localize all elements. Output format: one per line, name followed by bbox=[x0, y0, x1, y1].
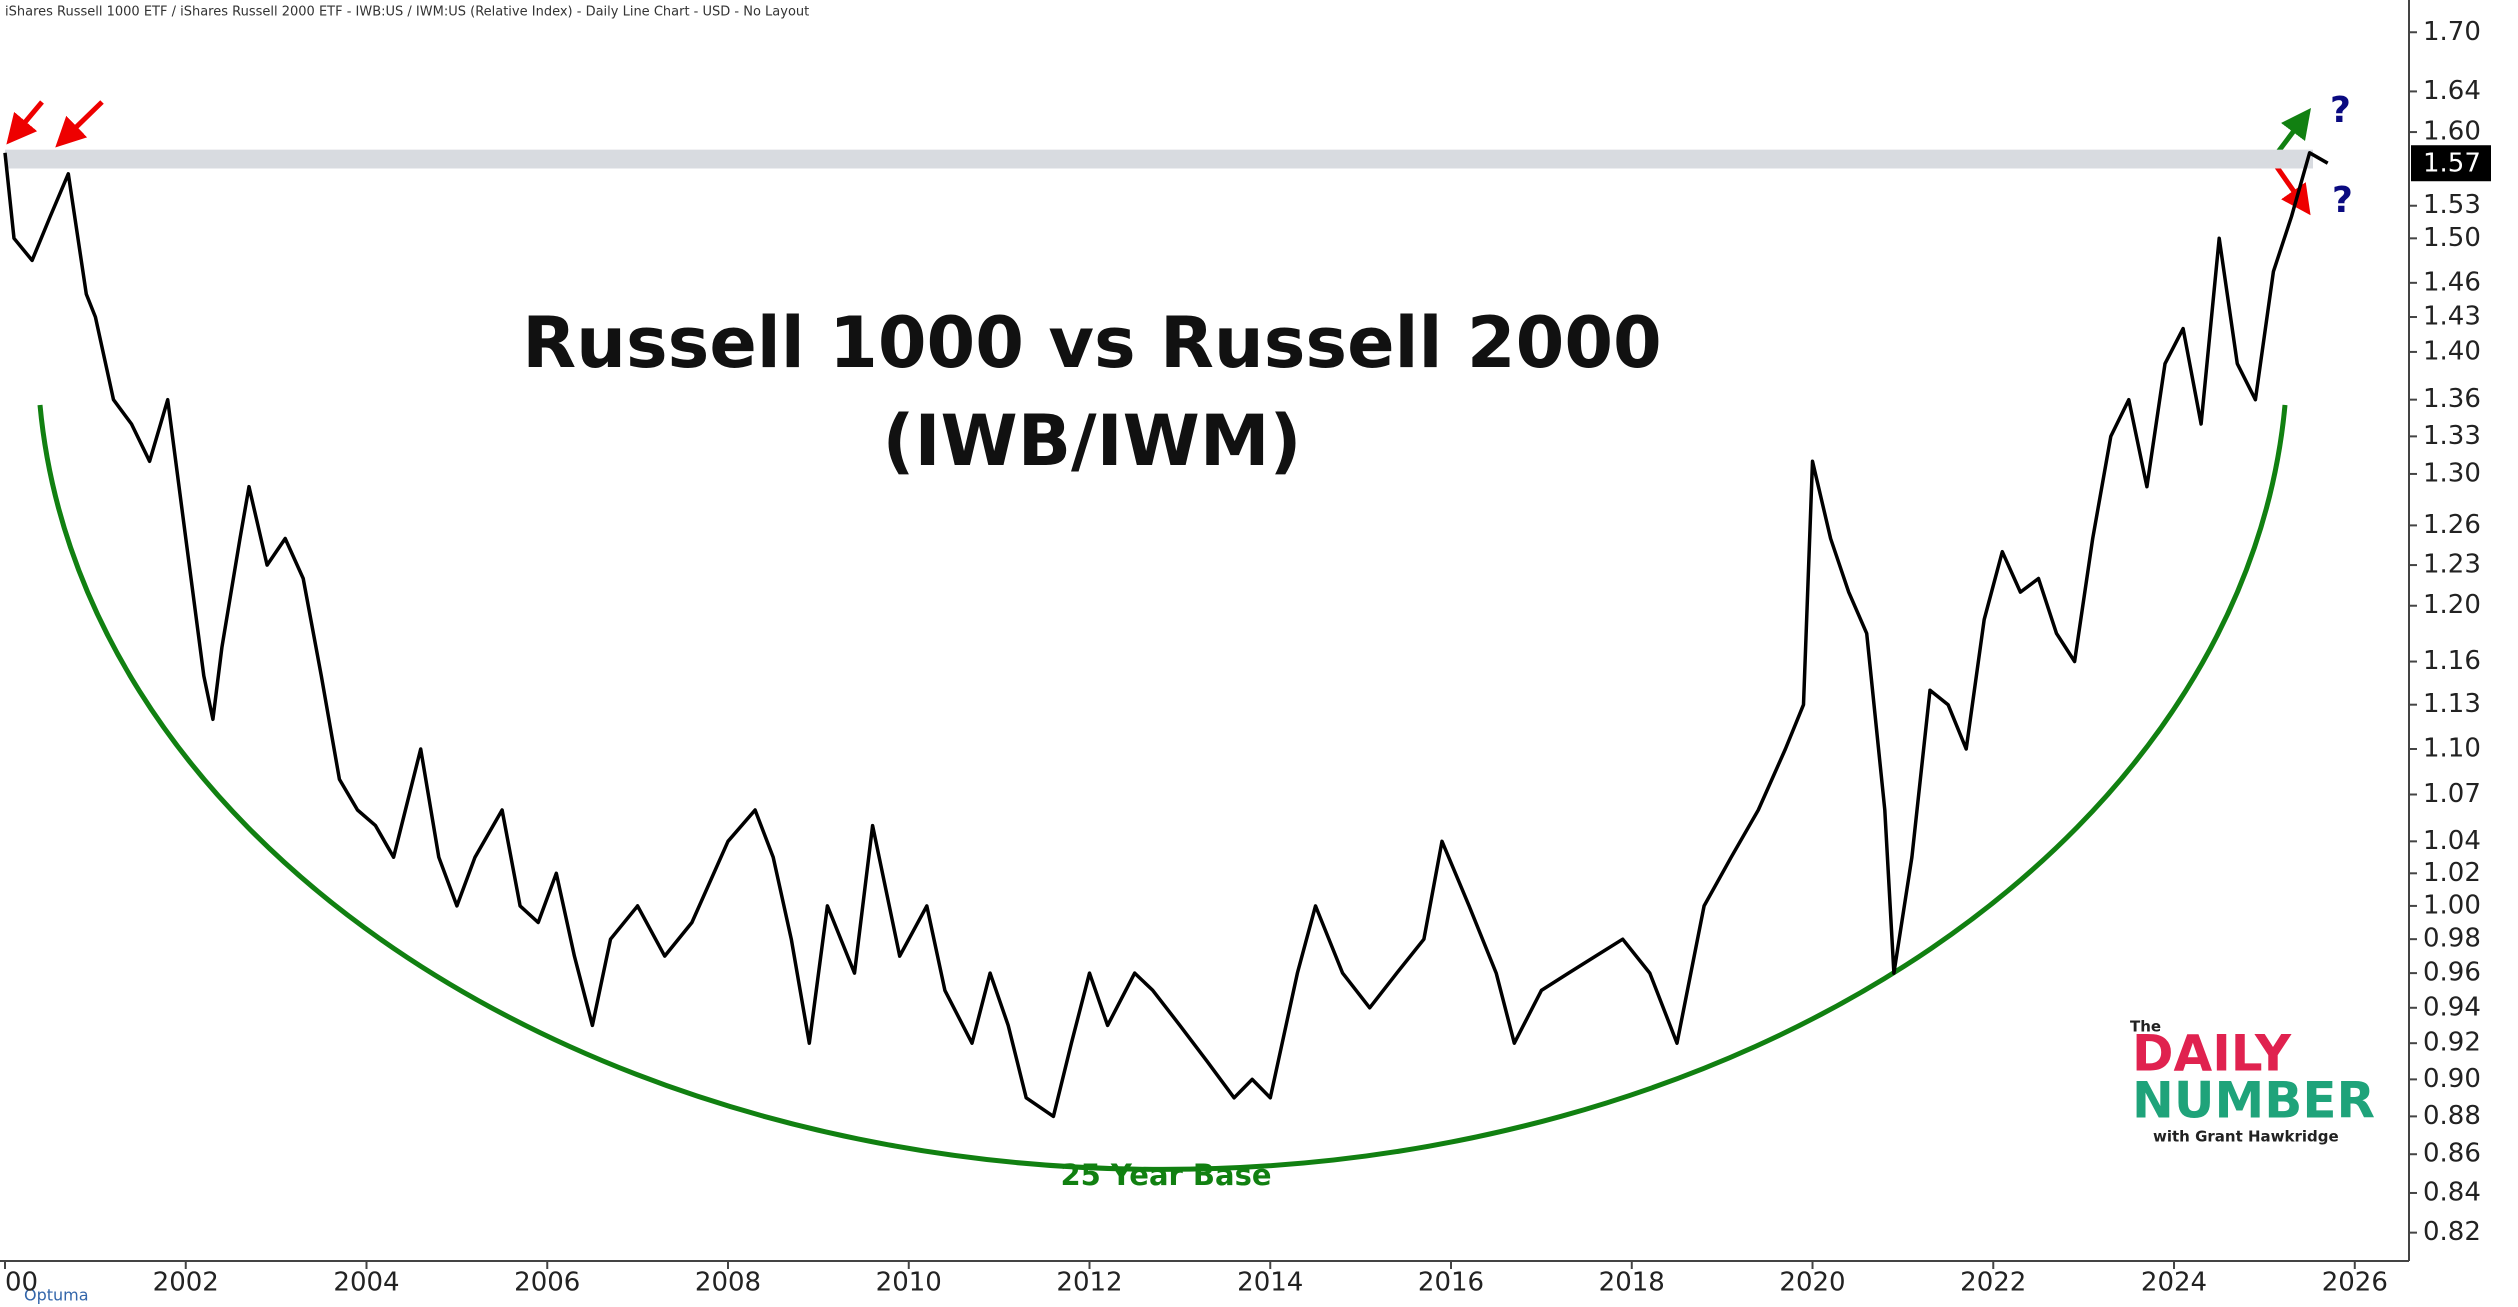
x-tick-label: 2014 bbox=[1237, 1268, 1303, 1298]
x-tick-label: 00 bbox=[5, 1268, 38, 1298]
base-arc bbox=[37, 404, 2288, 1172]
y-tick-label: 0.88 bbox=[2423, 1101, 2481, 1131]
y-tick-label: 1.13 bbox=[2423, 689, 2481, 719]
y-tick-label: 1.20 bbox=[2423, 590, 2481, 620]
y-tick-label: 1.53 bbox=[2423, 190, 2481, 220]
annotation: 25 Year Base bbox=[1060, 1158, 1271, 1192]
y-tick-label: 0.86 bbox=[2423, 1139, 2481, 1169]
x-tick-label: 2020 bbox=[1779, 1268, 1845, 1298]
logo-text: The bbox=[2130, 1018, 2161, 1036]
arrow bbox=[6, 100, 44, 145]
y-tick-label: 1.02 bbox=[2423, 858, 2481, 888]
y-tick-label: 0.84 bbox=[2423, 1177, 2481, 1207]
x-tick-label: 2024 bbox=[2141, 1268, 2207, 1298]
chart-title: Russell 1000 vs Russell 2000 bbox=[522, 302, 1661, 384]
resistance-band bbox=[5, 149, 2313, 169]
y-tick-label: 1.00 bbox=[2423, 890, 2481, 920]
logo-text: DAILY bbox=[2132, 1025, 2292, 1083]
y-tick-label: 1.64 bbox=[2423, 76, 2481, 106]
y-tick-label: 1.07 bbox=[2423, 779, 2481, 809]
footer-logo: Optuma bbox=[24, 1286, 89, 1305]
x-tick-label: 2008 bbox=[695, 1268, 761, 1298]
y-tick-label: 1.16 bbox=[2423, 646, 2481, 676]
y-tick-label: 1.23 bbox=[2423, 550, 2481, 580]
y-tick-label: 1.33 bbox=[2423, 421, 2481, 451]
y-tick-label: 0.94 bbox=[2423, 992, 2481, 1022]
y-tick-label: 1.30 bbox=[2423, 458, 2481, 488]
x-tick-label: 2026 bbox=[2322, 1268, 2388, 1298]
y-tick-label: 1.43 bbox=[2423, 302, 2481, 332]
chart-header: iShares Russell 1000 ETF / iShares Russe… bbox=[5, 5, 809, 20]
question-mark: ? bbox=[2330, 90, 2351, 131]
x-tick-label: 2004 bbox=[333, 1268, 399, 1298]
y-tick-label: 1.36 bbox=[2423, 384, 2481, 414]
y-tick-label: 1.60 bbox=[2423, 117, 2481, 147]
chart-subtitle: (IWB/IWM) bbox=[882, 400, 1301, 482]
y-tick-label: 1.70 bbox=[2423, 17, 2481, 47]
y-tick-label: 0.92 bbox=[2423, 1028, 2481, 1058]
y-tick-label: 1.26 bbox=[2423, 510, 2481, 540]
y-tick-label: 1.50 bbox=[2423, 223, 2481, 253]
logo: The DAILY NUMBER with Grant Hawkridge bbox=[2130, 1018, 2375, 1146]
last-value-label: 1.57 bbox=[2423, 149, 2481, 179]
logo-text: with Grant Hawkridge bbox=[2153, 1128, 2339, 1146]
y-tick-label: 1.04 bbox=[2423, 826, 2481, 856]
x-tick-label: 2012 bbox=[1056, 1268, 1122, 1298]
arrow bbox=[55, 100, 104, 148]
x-tick-label: 2022 bbox=[1960, 1268, 2026, 1298]
last-value-box bbox=[2411, 145, 2491, 182]
y-tick-label: 1.40 bbox=[2423, 336, 2481, 366]
x-tick-label: 2002 bbox=[153, 1268, 219, 1298]
question-mark: ? bbox=[2332, 180, 2353, 221]
y-tick-label: 1.46 bbox=[2423, 267, 2481, 297]
x-tick-label: 2016 bbox=[1418, 1268, 1484, 1298]
y-tick-label: 1.10 bbox=[2423, 733, 2481, 763]
y-tick-label: 0.82 bbox=[2423, 1217, 2481, 1247]
data-line bbox=[3, 151, 2329, 1119]
x-tick-label: 2010 bbox=[876, 1268, 942, 1298]
logo-text: NUMBER bbox=[2132, 1072, 2375, 1130]
y-tick-label: 0.98 bbox=[2423, 924, 2481, 954]
y-tick-label: 0.90 bbox=[2423, 1064, 2481, 1094]
x-tick-label: 2018 bbox=[1599, 1268, 1665, 1298]
x-tick-label: 2006 bbox=[514, 1268, 580, 1298]
y-tick-label: 0.96 bbox=[2423, 958, 2481, 988]
